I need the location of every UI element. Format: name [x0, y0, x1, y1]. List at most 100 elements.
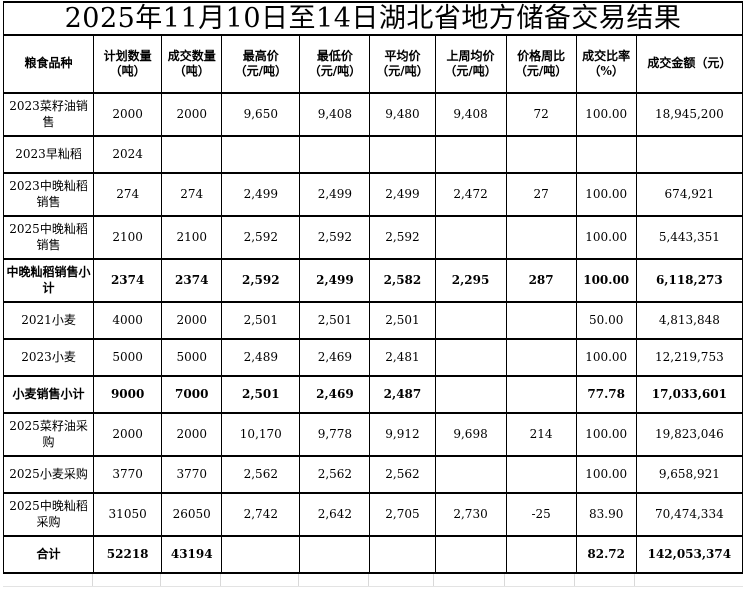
value-cell[interactable]: 2000 [161, 412, 223, 457]
value-cell[interactable]: 9,912 [369, 412, 436, 457]
value-cell[interactable]: 19,823,046 [635, 412, 744, 457]
value-cell[interactable]: 6,118,273 [635, 258, 744, 303]
value-cell[interactable]: 2,562 [221, 455, 301, 494]
value-cell[interactable]: 3770 [161, 455, 223, 494]
value-cell[interactable]: 77.78 [575, 375, 637, 414]
value-cell[interactable] [434, 301, 507, 340]
value-cell[interactable]: 7000 [161, 375, 223, 414]
value-cell[interactable]: 274 [93, 172, 163, 217]
value-cell[interactable] [635, 135, 744, 174]
value-cell[interactable] [434, 135, 507, 174]
value-cell[interactable]: 10,170 [221, 412, 301, 457]
value-cell[interactable]: 2,295 [434, 258, 507, 303]
value-cell[interactable] [434, 338, 507, 377]
value-cell[interactable]: 2000 [161, 92, 223, 137]
value-cell[interactable]: 3770 [93, 455, 163, 494]
value-cell[interactable]: 18,945,200 [635, 92, 744, 137]
row-label-cell[interactable]: 2023小麦 [2, 338, 95, 377]
value-cell[interactable]: 70,474,334 [635, 492, 744, 537]
value-cell[interactable]: 4000 [93, 301, 163, 340]
value-cell[interactable]: 50.00 [575, 301, 637, 340]
row-label-cell[interactable]: 2023中晚籼稻销售 [2, 172, 95, 217]
value-cell[interactable]: 2,705 [369, 492, 436, 537]
row-label-cell[interactable]: 合计 [2, 535, 95, 574]
value-cell[interactable]: 274 [161, 172, 223, 217]
value-cell[interactable]: 2,469 [299, 338, 371, 377]
value-cell[interactable]: 2000 [93, 92, 163, 137]
column-header[interactable]: 成交比率 （%） [575, 34, 637, 94]
value-cell[interactable]: 52218 [93, 535, 163, 574]
value-cell[interactable]: 9,408 [434, 92, 507, 137]
value-cell[interactable]: 2,592 [221, 258, 301, 303]
value-cell[interactable] [575, 135, 637, 174]
value-cell[interactable]: 2,489 [221, 338, 301, 377]
value-cell[interactable]: 2,481 [369, 338, 436, 377]
value-cell[interactable] [434, 375, 507, 414]
value-cell[interactable] [434, 215, 507, 260]
value-cell[interactable]: 2100 [93, 215, 163, 260]
value-cell[interactable]: 2,592 [299, 215, 371, 260]
value-cell[interactable]: 2374 [161, 258, 223, 303]
column-header[interactable]: 成交数量 （吨） [161, 34, 223, 94]
value-cell[interactable]: 2,499 [369, 172, 436, 217]
column-header[interactable]: 最低价 （元/吨） [299, 34, 371, 94]
row-label-cell[interactable]: 2021小麦 [2, 301, 95, 340]
value-cell[interactable]: 2,501 [299, 301, 371, 340]
value-cell[interactable]: 43194 [161, 535, 223, 574]
value-cell[interactable]: 2100 [161, 215, 223, 260]
column-header[interactable]: 上周均价 （元/吨） [434, 34, 507, 94]
value-cell[interactable] [221, 535, 301, 574]
value-cell[interactable]: 2024 [93, 135, 163, 174]
value-cell[interactable] [505, 338, 577, 377]
value-cell[interactable] [161, 135, 223, 174]
value-cell[interactable] [369, 135, 436, 174]
value-cell[interactable]: 9,698 [434, 412, 507, 457]
value-cell[interactable] [221, 135, 301, 174]
row-label-cell[interactable]: 2025菜籽油采购 [2, 412, 95, 457]
value-cell[interactable]: 72 [505, 92, 577, 137]
value-cell[interactable]: 12,219,753 [635, 338, 744, 377]
value-cell[interactable]: 82.72 [575, 535, 637, 574]
value-cell[interactable]: 2,562 [299, 455, 371, 494]
value-cell[interactable]: 4,813,848 [635, 301, 744, 340]
column-header[interactable]: 成交金额（元） [635, 34, 744, 94]
value-cell[interactable]: 100.00 [575, 92, 637, 137]
value-cell[interactable]: 5000 [161, 338, 223, 377]
row-label-cell[interactable]: 2023菜籽油销售 [2, 92, 95, 137]
value-cell[interactable] [505, 375, 577, 414]
value-cell[interactable]: 5000 [93, 338, 163, 377]
value-cell[interactable]: 26050 [161, 492, 223, 537]
value-cell[interactable]: 2,501 [369, 301, 436, 340]
value-cell[interactable]: 2,592 [221, 215, 301, 260]
column-header[interactable]: 粮食品种 [2, 34, 95, 94]
value-cell[interactable]: 9,480 [369, 92, 436, 137]
value-cell[interactable] [505, 215, 577, 260]
value-cell[interactable]: 2374 [93, 258, 163, 303]
value-cell[interactable]: 100.00 [575, 455, 637, 494]
value-cell[interactable]: 2,592 [369, 215, 436, 260]
value-cell[interactable]: 100.00 [575, 258, 637, 303]
row-label-cell[interactable]: 2025中晚籼稻销售 [2, 215, 95, 260]
value-cell[interactable] [505, 535, 577, 574]
value-cell[interactable]: 214 [505, 412, 577, 457]
value-cell[interactable]: 100.00 [575, 215, 637, 260]
value-cell[interactable]: 2,472 [434, 172, 507, 217]
value-cell[interactable]: 2,487 [369, 375, 436, 414]
value-cell[interactable] [434, 535, 507, 574]
value-cell[interactable]: 9,658,921 [635, 455, 744, 494]
value-cell[interactable]: 9000 [93, 375, 163, 414]
value-cell[interactable] [505, 301, 577, 340]
value-cell[interactable]: 287 [505, 258, 577, 303]
value-cell[interactable] [299, 135, 371, 174]
column-header[interactable]: 平均价 （元/吨） [369, 34, 436, 94]
row-label-cell[interactable]: 2025小麦采购 [2, 455, 95, 494]
value-cell[interactable]: 142,053,374 [635, 535, 744, 574]
value-cell[interactable] [505, 455, 577, 494]
value-cell[interactable]: 2,730 [434, 492, 507, 537]
value-cell[interactable]: 9,778 [299, 412, 371, 457]
value-cell[interactable]: 31050 [93, 492, 163, 537]
value-cell[interactable]: 2,499 [299, 172, 371, 217]
value-cell[interactable]: 674,921 [635, 172, 744, 217]
value-cell[interactable]: 2,499 [221, 172, 301, 217]
value-cell[interactable]: 100.00 [575, 172, 637, 217]
